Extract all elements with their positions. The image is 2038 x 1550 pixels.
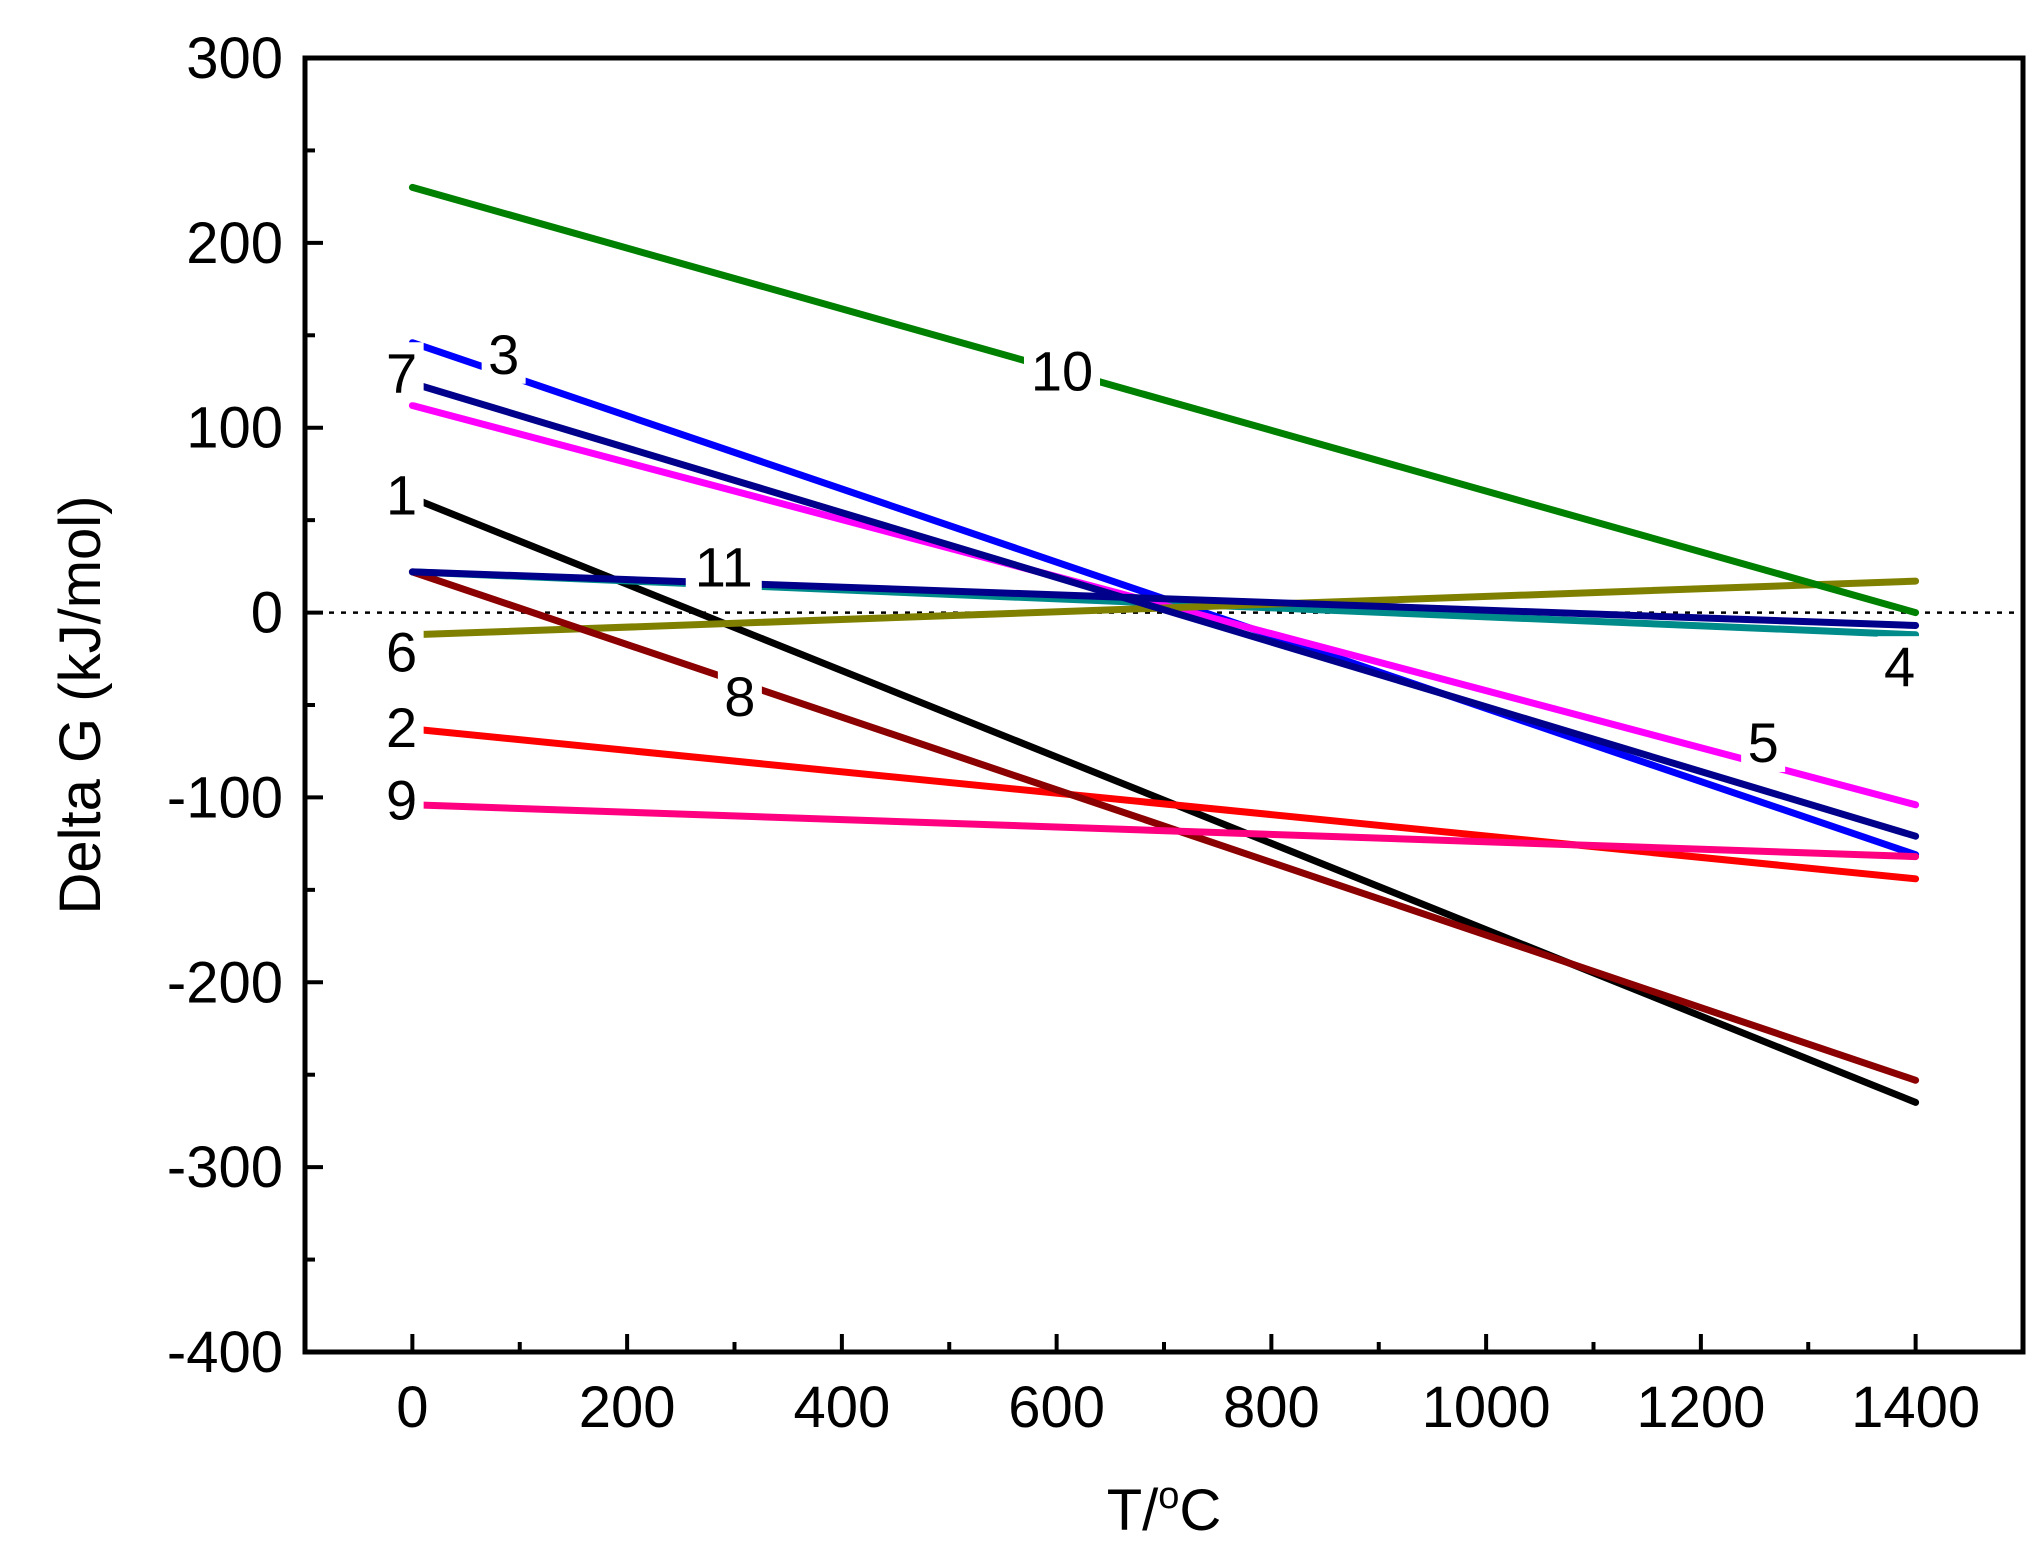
series-line-1 xyxy=(408,494,1920,1106)
series-label-backing xyxy=(481,323,526,384)
x-tick-label: 200 xyxy=(579,1375,676,1440)
series-label-11: 11 xyxy=(695,535,753,598)
x-axis-title: T/oC xyxy=(1107,1475,1222,1543)
x-axis-title-main: T/ xyxy=(1107,1478,1159,1543)
x-axis-title-unit: C xyxy=(1179,1478,1221,1543)
series-label-backing xyxy=(717,665,762,726)
y-tick-label: 100 xyxy=(186,396,283,461)
plot-axes xyxy=(302,55,2026,1355)
series-label-backing xyxy=(1741,711,1786,772)
series-line-8 xyxy=(408,568,1920,1084)
y-axis-title: Delta G (kJ/mol) xyxy=(48,496,113,915)
series-label-backing xyxy=(1877,636,1922,697)
series-line-2 xyxy=(408,725,1920,883)
series-line-11 xyxy=(408,568,1920,629)
series-lines xyxy=(408,183,1920,1106)
x-axis-title-degree: o xyxy=(1158,1475,1179,1517)
series-label-backing xyxy=(379,697,424,758)
y-tick-label: 200 xyxy=(186,211,283,276)
axis-ticks: 0 200 400 600 800 1000 1200 14003002001000-100-… xyxy=(167,26,2025,1440)
series-label-8: 8 xyxy=(724,665,755,728)
y-tick-label: -400 xyxy=(167,1320,283,1385)
y-tick-label: 0 xyxy=(251,581,283,646)
series-label-backing xyxy=(379,464,424,525)
series-label-6: 6 xyxy=(386,620,417,683)
x-tick-label: 600 xyxy=(1008,1375,1105,1440)
x-tick-label: 1200 xyxy=(1636,1375,1765,1440)
series-labels: 1 2 3 4 5 6 7 8 9 10 11 xyxy=(379,323,1922,831)
series-label-backing xyxy=(379,769,424,830)
series-label-backing xyxy=(1023,340,1100,401)
series-label-7: 7 xyxy=(386,341,417,404)
y-tick-label: -100 xyxy=(167,765,283,830)
x-tick-label: 800 xyxy=(1223,1375,1320,1440)
y-tick-label: 300 xyxy=(186,26,283,91)
y-tick-label: -200 xyxy=(167,950,283,1015)
series-line-10 xyxy=(408,183,1920,617)
x-tick-label: 400 xyxy=(793,1375,890,1440)
series-label-backing xyxy=(379,621,424,682)
series-line-7 xyxy=(408,379,1920,840)
series-line-9 xyxy=(408,801,1920,861)
series-label-2: 2 xyxy=(386,696,417,759)
series-label-10: 10 xyxy=(1031,339,1093,402)
series-label-1: 1 xyxy=(386,463,417,526)
x-tick-label: 1000 xyxy=(1422,1375,1551,1440)
series-label-4: 4 xyxy=(1884,635,1915,698)
y-tick-label: -300 xyxy=(167,1135,283,1200)
series-label-5: 5 xyxy=(1748,711,1779,774)
series-label-backing xyxy=(685,536,762,597)
series-label-3: 3 xyxy=(488,323,519,386)
x-tick-label: 1400 xyxy=(1851,1375,1980,1440)
series-label-backing xyxy=(379,342,424,403)
plot-frame xyxy=(302,55,2026,1355)
series-label-9: 9 xyxy=(386,768,417,831)
x-tick-label: 0 xyxy=(396,1375,428,1440)
